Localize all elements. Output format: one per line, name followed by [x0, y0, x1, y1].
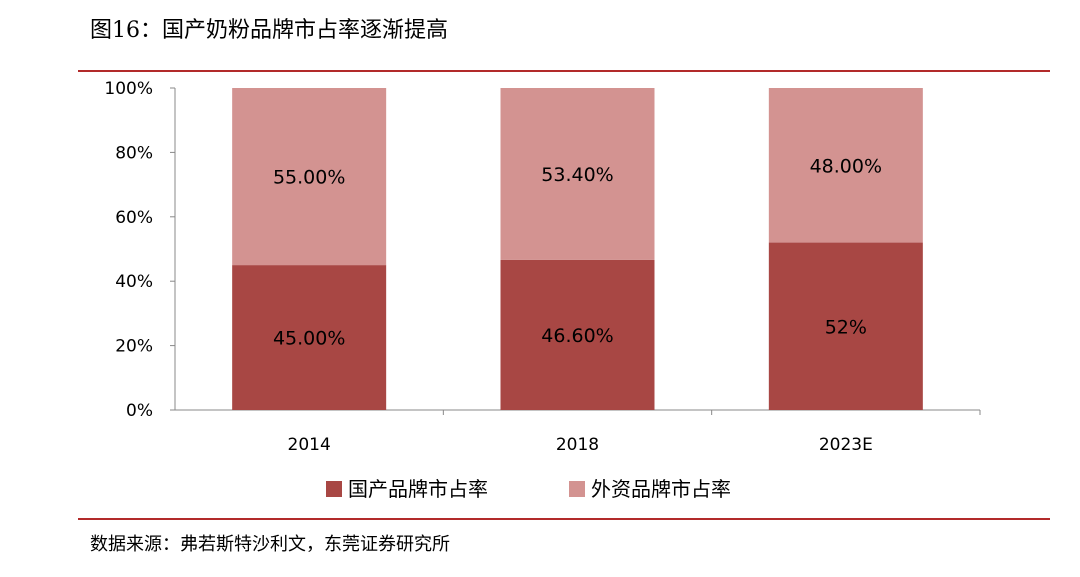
source-note: 数据来源：弗若斯特沙利文，东莞证券研究所 [90, 534, 450, 555]
data-label: 55.00% [273, 167, 345, 189]
top-rule [78, 70, 1050, 72]
data-label: 53.40% [541, 164, 613, 186]
legend-label: 外资品牌市占率 [591, 477, 731, 501]
data-label: 52% [825, 316, 867, 338]
y-tick-label: 40% [115, 272, 153, 292]
legend-label: 国产品牌市占率 [348, 477, 488, 501]
y-tick-label: 100% [104, 79, 153, 99]
data-label: 46.60% [541, 325, 613, 347]
legend-swatch [326, 481, 342, 497]
data-label: 48.00% [810, 155, 882, 177]
bar-segment [500, 259, 655, 410]
x-tick-label: 2023E [819, 435, 873, 455]
y-tick-label: 0% [126, 401, 153, 421]
x-tick-label: 2018 [556, 435, 599, 455]
y-tick-label: 80% [115, 143, 153, 163]
y-tick-label: 60% [115, 208, 153, 228]
bottom-rule [78, 518, 1050, 520]
figure-title: 图16：国产奶粉品牌市占率逐渐提高 [90, 18, 448, 43]
bar-segment [768, 242, 923, 410]
data-label: 45.00% [273, 328, 345, 350]
bar-segment [232, 265, 387, 410]
legend-swatch [569, 481, 585, 497]
y-tick-label: 20% [115, 337, 153, 357]
x-tick-label: 2014 [288, 435, 331, 455]
bar-segment [768, 88, 923, 243]
bar-segment [232, 88, 387, 266]
bar-segment [500, 88, 655, 260]
